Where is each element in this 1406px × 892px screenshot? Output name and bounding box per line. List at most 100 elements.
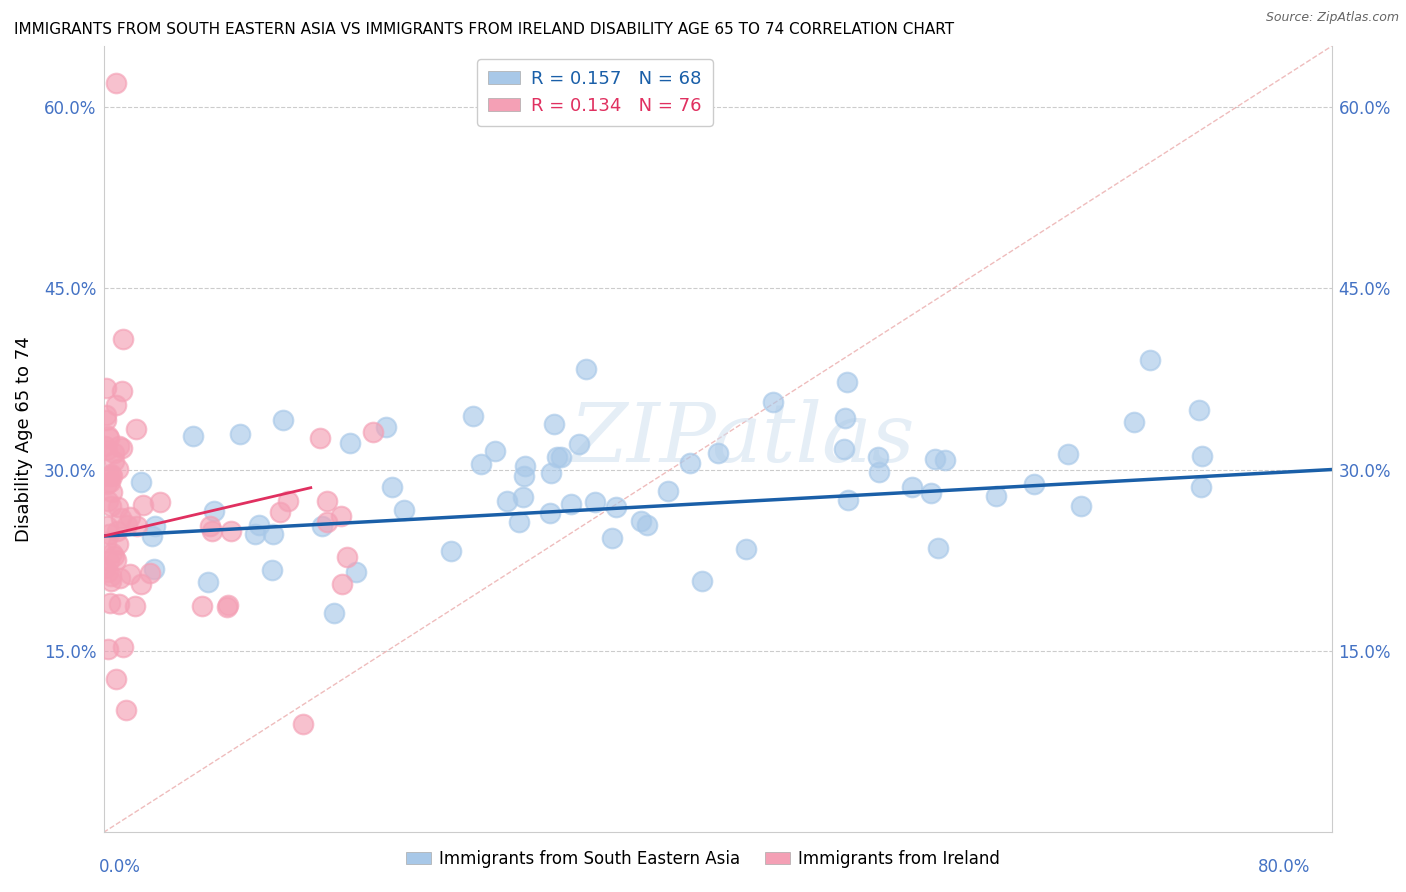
Point xyxy=(330,508,353,523)
Point xyxy=(575,362,598,376)
Point xyxy=(583,495,606,509)
Point xyxy=(149,495,172,509)
Point xyxy=(1191,449,1213,463)
Point xyxy=(103,454,125,468)
Point xyxy=(125,422,148,436)
Point xyxy=(97,429,120,443)
Point xyxy=(374,420,396,434)
Legend: R = 0.157   N = 68, R = 0.134   N = 76: R = 0.157 N = 68, R = 0.134 N = 76 xyxy=(477,59,713,126)
Point xyxy=(734,541,756,556)
Point xyxy=(94,534,117,549)
Point xyxy=(512,490,534,504)
Point xyxy=(560,497,582,511)
Point xyxy=(868,465,890,479)
Point xyxy=(837,493,859,508)
Point xyxy=(100,469,122,483)
Point xyxy=(94,439,117,453)
Point xyxy=(679,456,702,470)
Point xyxy=(97,566,120,580)
Point xyxy=(115,517,138,532)
Point xyxy=(97,493,120,508)
Point xyxy=(103,446,125,460)
Point xyxy=(602,531,624,545)
Point xyxy=(115,703,138,717)
Point xyxy=(1139,353,1161,368)
Point xyxy=(1024,477,1046,491)
Point xyxy=(98,431,121,445)
Point xyxy=(934,453,956,467)
Point xyxy=(901,479,924,493)
Point xyxy=(98,597,121,611)
Point xyxy=(308,431,330,445)
Point xyxy=(277,494,299,508)
Legend: Immigrants from South Eastern Asia, Immigrants from Ireland: Immigrants from South Eastern Asia, Immi… xyxy=(399,844,1007,875)
Point xyxy=(111,441,134,455)
Point xyxy=(707,446,730,460)
Point xyxy=(125,519,148,533)
Point xyxy=(245,527,267,541)
Point xyxy=(98,527,121,541)
Point xyxy=(513,469,536,483)
Point xyxy=(540,467,562,481)
Point xyxy=(112,640,135,654)
Point xyxy=(292,716,315,731)
Point xyxy=(101,545,124,559)
Point xyxy=(118,567,141,582)
Point xyxy=(271,413,294,427)
Point xyxy=(110,571,132,585)
Point xyxy=(100,499,122,513)
Point xyxy=(107,500,129,514)
Point xyxy=(657,483,679,498)
Point xyxy=(110,511,132,525)
Text: ZIPatlas: ZIPatlas xyxy=(569,400,915,479)
Point xyxy=(568,437,591,451)
Point xyxy=(316,493,339,508)
Point xyxy=(197,575,219,590)
Point xyxy=(100,467,122,482)
Point xyxy=(111,332,134,346)
Point xyxy=(103,549,125,564)
Point xyxy=(181,429,204,443)
Point xyxy=(94,408,117,422)
Point xyxy=(538,506,561,520)
Point xyxy=(105,672,128,686)
Point xyxy=(105,398,128,412)
Text: 80.0%: 80.0% xyxy=(1257,858,1310,876)
Point xyxy=(191,599,214,613)
Point xyxy=(111,384,134,398)
Point xyxy=(361,425,384,439)
Point xyxy=(105,524,128,538)
Point xyxy=(143,518,166,533)
Point xyxy=(339,435,361,450)
Point xyxy=(330,577,353,591)
Point xyxy=(138,566,160,580)
Point xyxy=(107,462,129,476)
Point xyxy=(132,498,155,512)
Point xyxy=(762,395,785,409)
Point xyxy=(470,457,492,471)
Point xyxy=(344,565,367,579)
Point xyxy=(636,518,658,533)
Point xyxy=(546,450,568,465)
Point xyxy=(94,381,117,395)
Point xyxy=(463,409,485,424)
Point xyxy=(380,480,402,494)
Point xyxy=(129,576,152,591)
Point xyxy=(107,439,129,453)
Point xyxy=(96,642,118,657)
Point xyxy=(96,413,118,427)
Point xyxy=(96,476,118,491)
Point xyxy=(605,500,627,514)
Point xyxy=(1189,480,1212,494)
Text: Source: ZipAtlas.com: Source: ZipAtlas.com xyxy=(1265,11,1399,24)
Point xyxy=(120,510,142,524)
Point xyxy=(868,450,890,464)
Point xyxy=(394,502,416,516)
Point xyxy=(690,574,713,589)
Point xyxy=(100,574,122,588)
Point xyxy=(217,598,239,612)
Point xyxy=(311,519,333,533)
Point xyxy=(100,568,122,582)
Point xyxy=(124,599,146,614)
Point xyxy=(1122,415,1144,429)
